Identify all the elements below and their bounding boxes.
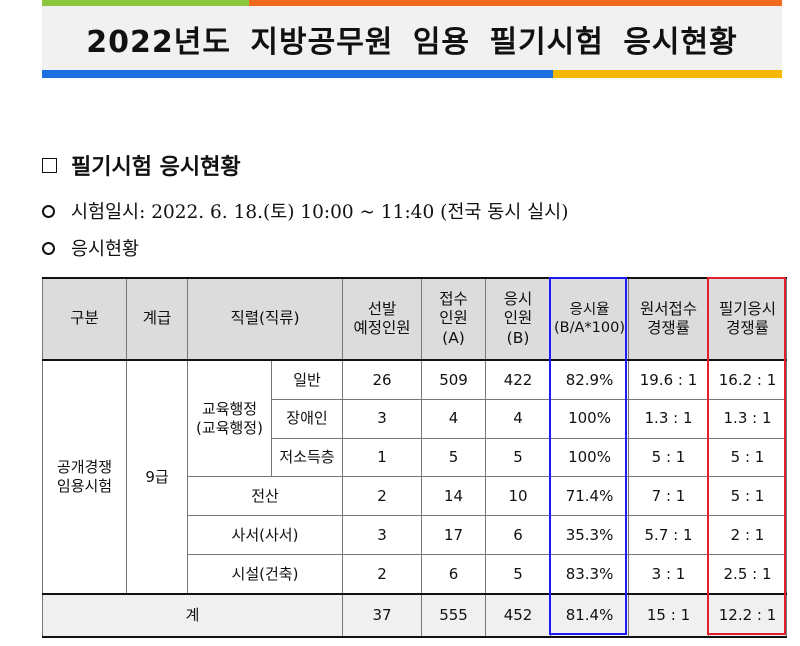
cell-planned: 1 (342, 437, 423, 478)
table-header-row: 구분 계급 직렬(직류) 선발 예정인원 접수 인원 (A) 응시 인원 (B) 응시율(… (42, 277, 788, 361)
cell-series: 시설(건축) (186, 553, 344, 595)
cell-application-competition: 7 : 1 (628, 476, 710, 517)
table-row: 공개경쟁 임용시험 9급 교육행정 (교육행정) 일반 26 509 422 82.… (42, 358, 788, 595)
cell-rate: 35.3% (550, 515, 630, 555)
bottom-color-bar (42, 70, 782, 78)
cell-total-planned: 37 (342, 592, 423, 638)
header-planned: 선발 예정인원 (342, 277, 423, 361)
cell-application-competition: 5 : 1 (628, 437, 710, 478)
cell-rate: 100% (550, 437, 630, 478)
cell-total-attended: 452 (485, 592, 552, 638)
cell-sub-series: 일반 (270, 358, 344, 400)
header-rate: 응시율 (B/A*100) (550, 277, 630, 361)
circle-bullet-icon (42, 241, 55, 255)
cell-planned: 2 (342, 553, 423, 595)
cell-total-applied: 555 (421, 592, 487, 638)
cell-application-competition: 3 : 1 (628, 553, 710, 595)
exam-status-table: 구분 계급 직렬(직류) 선발 예정인원 접수 인원 (A) 응시 인원 (B) 응시율(… (41, 277, 788, 638)
cell-applied: 14 (421, 476, 487, 517)
header-exam-competition: 필기응시 경쟁률 (708, 277, 788, 361)
header-category: 구분 (42, 277, 127, 361)
cell-applied: 509 (421, 358, 487, 400)
cell-grade: 9급 (126, 359, 188, 595)
page-title: 2022년도 지방공무원 임용 필기시험 응시현황 (86, 25, 738, 60)
cell-attended: 6 (485, 515, 552, 555)
header-application-competition: 원서접수 경쟁률 (628, 277, 710, 361)
top-color-bar (42, 0, 782, 6)
cell-attended: 422 (485, 358, 552, 400)
cell-applied: 6 (421, 553, 487, 595)
cell-planned: 3 (342, 515, 423, 555)
bar-blue-segment (42, 70, 553, 78)
cell-sub-series: 저소득층 (270, 437, 344, 478)
cell-application-competition: 5.7 : 1 (628, 515, 710, 555)
cell-planned: 2 (342, 476, 423, 517)
cell-application-competition: 19.6 : 1 (628, 358, 710, 400)
bar-yellow-segment (552, 70, 782, 78)
cell-total-exam-competition: 12.2 : 1 (708, 592, 788, 638)
cell-planned: 3 (342, 398, 423, 439)
circle-bullet-icon (42, 204, 55, 218)
cell-category: 공개경쟁 임용시험 (42, 359, 127, 595)
table-row: 저소득층 1 5 5 100% 5 : 1 5 : 1 (43, 437, 788, 478)
header-grade: 계급 (126, 277, 188, 361)
section-heading: 필기시험 응시현황 (42, 150, 241, 180)
bullet-status-text: 응시현황 (71, 239, 140, 260)
bullet-exam-date-text: 시험일시: 2022. 6. 18.(토) 10:00 ~ 11:40 (전국 … (71, 202, 569, 223)
cell-total-label: 계 (41, 592, 344, 638)
cell-application-competition: 1.3 : 1 (628, 398, 710, 439)
header-attended: 응시 인원 (B) (485, 277, 552, 361)
header-applied: 접수 인원 (A) (421, 277, 487, 361)
cell-exam-competition: 2 : 1 (708, 515, 788, 555)
cell-planned: 26 (342, 358, 423, 400)
cell-total-application-competition: 15 : 1 (628, 592, 710, 638)
cell-rate: 82.9% (550, 358, 630, 400)
bullet-status: 응시현황 (42, 233, 139, 263)
square-bullet-icon (42, 157, 57, 173)
section-heading-text: 필기시험 응시현황 (71, 155, 241, 180)
cell-total-rate: 81.4% (550, 592, 630, 638)
cell-exam-competition: 2.5 : 1 (708, 553, 788, 595)
table-row: 장애인 3 4 4 100% 1.3 : 1 1.3 : 1 (43, 398, 788, 439)
cell-attended: 10 (485, 476, 552, 517)
cell-series: 전산 (186, 476, 344, 517)
cell-rate: 71.4% (550, 476, 630, 517)
title-banner: 2022년도 지방공무원 임용 필기시험 응시현황 (42, 0, 782, 78)
cell-exam-competition: 1.3 : 1 (708, 398, 788, 439)
cell-series-edu: 교육행정 (교육행정) (187, 359, 272, 478)
cell-rate: 83.3% (550, 553, 630, 595)
cell-attended: 4 (485, 398, 552, 439)
cell-series: 사서(사서) (186, 515, 344, 555)
cell-sub-series: 장애인 (270, 398, 344, 439)
cell-applied: 4 (421, 398, 487, 439)
cell-exam-competition: 5 : 1 (708, 437, 788, 478)
cell-applied: 17 (421, 515, 487, 555)
bar-green-segment (42, 0, 250, 6)
cell-attended: 5 (485, 437, 552, 478)
cell-exam-competition: 5 : 1 (708, 476, 788, 517)
cell-exam-competition: 16.2 : 1 (708, 358, 788, 400)
header-series: 직렬(직류) (186, 277, 344, 361)
table-row: 사서(사서) 3 17 6 35.3% 5.7 : 1 2 : 1 (43, 515, 788, 555)
bullet-exam-date: 시험일시: 2022. 6. 18.(토) 10:00 ~ 11:40 (전국 … (42, 196, 568, 226)
bar-orange-segment (249, 0, 782, 6)
cell-rate: 100% (550, 398, 630, 439)
cell-attended: 5 (485, 553, 552, 595)
cell-applied: 5 (421, 437, 487, 478)
table-row: 시설(건축) 2 6 5 83.3% 3 : 1 2.5 : 1 (43, 553, 788, 595)
table-total-row: 계 37 555 452 81.4% 15 : 1 12.2 : 1 (41, 592, 788, 638)
table-row: 전산 2 14 10 71.4% 7 : 1 5 : 1 (43, 476, 788, 517)
